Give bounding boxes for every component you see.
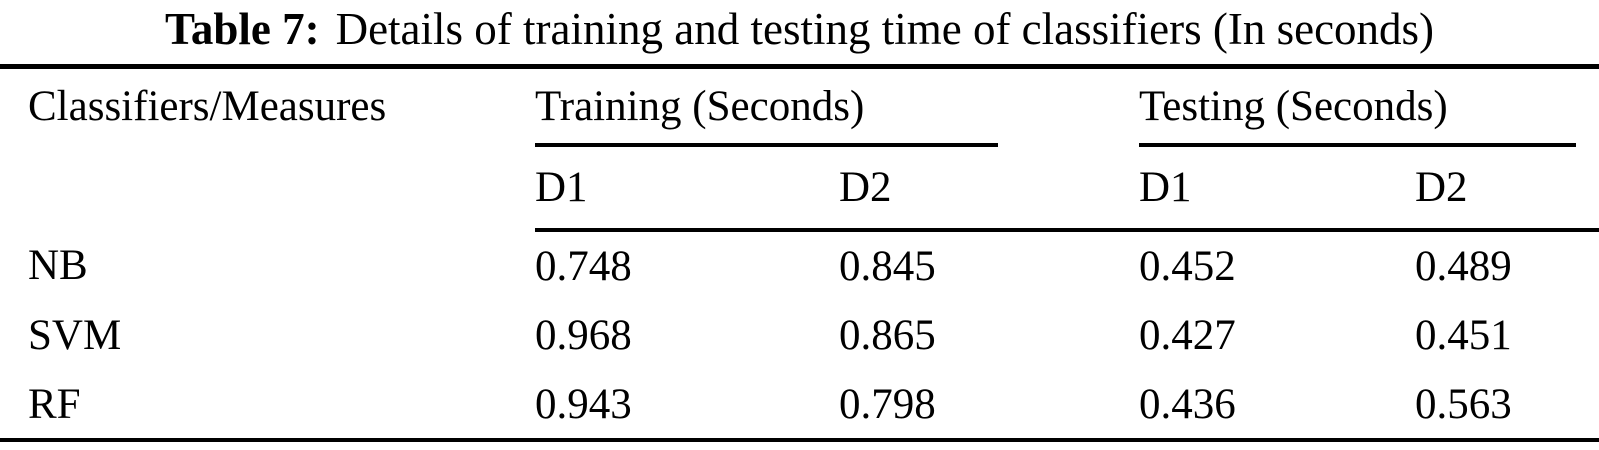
cell-svm-training-d2: 0.865: [839, 311, 936, 359]
cell-svm-testing-d1: 0.427: [1139, 311, 1236, 359]
table-row: RF 0.943 0.798 0.436 0.563: [0, 370, 1599, 440]
testing-cmidrule: [1139, 143, 1576, 147]
table-caption-text: Details of training and testing time of …: [335, 4, 1435, 54]
corner-header-cell: Classifiers/Measures: [0, 67, 535, 231]
training-cmidrule: [535, 143, 998, 147]
subheader-testing-d1: D1: [1139, 147, 1415, 232]
subheader-testing-d2: D2: [1415, 147, 1599, 232]
cell-nb-testing-d1: 0.452: [1139, 242, 1236, 290]
group-header-training: Training (Seconds): [535, 67, 1139, 147]
cell-nb-training-d1: 0.748: [535, 242, 632, 290]
group-header-testing: Testing (Seconds): [1139, 67, 1599, 147]
cell-nb-testing-d2: 0.489: [1415, 242, 1512, 290]
group-label-testing: Testing (Seconds): [1139, 82, 1448, 130]
table-caption-number: Table 7:: [164, 4, 320, 54]
sub-header-row: D1 D2 D1 D2: [0, 147, 1599, 232]
row-label-nb: NB: [28, 241, 88, 289]
cell-rf-training-d1: 0.943: [535, 380, 632, 428]
row-label-rf: RF: [28, 380, 81, 428]
cell-svm-training-d1: 0.968: [535, 311, 632, 359]
group-header-row: Classifiers/Measures Training (Seconds) …: [0, 67, 1599, 147]
timing-table: Classifiers/Measures Training (Seconds) …: [0, 64, 1599, 442]
group-label-training: Training (Seconds): [535, 82, 865, 130]
subheader-training-d2: D2: [839, 147, 1139, 232]
cell-svm-testing-d2: 0.451: [1415, 311, 1512, 359]
table-row: NB 0.748 0.845 0.452 0.489: [0, 230, 1599, 300]
row-label-svm: SVM: [28, 311, 122, 359]
cell-rf-training-d2: 0.798: [839, 380, 936, 428]
cell-nb-training-d2: 0.845: [839, 242, 936, 290]
cell-rf-testing-d1: 0.436: [1139, 380, 1236, 428]
subheader-training-d1: D1: [535, 147, 839, 232]
table-caption: Table 7: Details of training and testing …: [0, 0, 1599, 64]
corner-header-label: Classifiers/Measures: [28, 82, 387, 130]
cell-rf-testing-d2: 0.563: [1415, 380, 1512, 428]
table-row: SVM 0.968 0.865 0.427 0.451: [0, 300, 1599, 370]
